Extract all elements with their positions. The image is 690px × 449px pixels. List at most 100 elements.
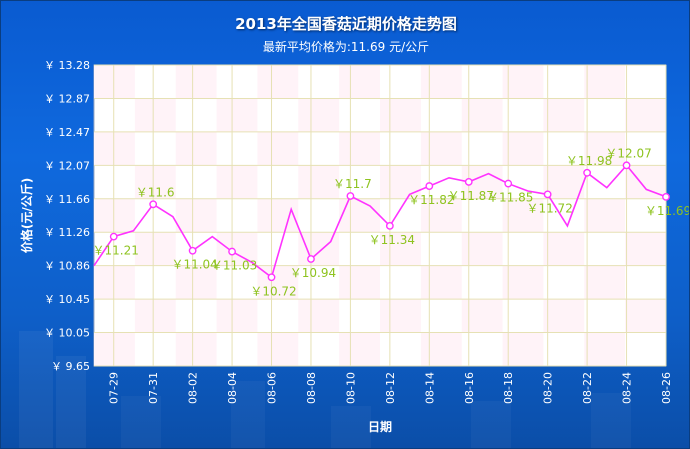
plot-cell	[461, 299, 503, 333]
data-label: ￥11.6	[136, 185, 175, 199]
plot-cell	[502, 131, 544, 166]
data-point	[109, 232, 118, 241]
x-tick-label: 08-16	[463, 372, 476, 404]
x-axis-title: 日期	[368, 419, 392, 434]
data-label: ￥11.72	[526, 201, 572, 215]
x-tick-label: 08-02	[187, 372, 200, 404]
data-point	[622, 161, 631, 170]
y-tick-label: ￥ 9.65	[51, 360, 90, 373]
plot-cell	[502, 198, 544, 233]
plot-cell	[625, 299, 666, 333]
y-tick-label: ￥ 12.07	[44, 159, 90, 172]
data-point	[464, 178, 473, 186]
data-point	[346, 192, 355, 200]
y-tick-label: ￥ 11.26	[44, 226, 90, 239]
x-tick-label: 08-14	[423, 372, 436, 404]
plot-cell	[420, 265, 462, 300]
y-tick-label: ￥ 11.66	[44, 193, 90, 206]
plot-cell	[134, 232, 176, 266]
data-label: ￥11.98	[566, 154, 612, 168]
plot-cell	[94, 65, 135, 99]
plot-cell	[543, 98, 585, 132]
data-point	[425, 182, 434, 190]
plot-cell	[339, 198, 380, 233]
plot-cell	[298, 165, 340, 199]
data-label: ￥12.07	[605, 146, 651, 160]
y-tick-label: ￥ 12.87	[44, 92, 90, 105]
plot-cell	[461, 232, 503, 266]
data-label: ￥11.04	[171, 258, 217, 272]
x-tick-label: 08-10	[344, 372, 357, 404]
plot-cell	[543, 232, 585, 266]
plot-cell	[339, 131, 380, 166]
plot-cell	[625, 232, 666, 266]
plot-cell	[94, 332, 135, 366]
y-axis-title: 价格(元/公斤)	[19, 178, 34, 253]
x-tick-label: 08-04	[226, 372, 239, 404]
data-point	[307, 255, 315, 263]
data-point	[543, 190, 552, 199]
plot-cell	[94, 198, 135, 233]
plot-cell	[216, 299, 258, 333]
y-tick-label: ￥ 10.45	[44, 293, 90, 306]
plot-cell	[584, 198, 626, 233]
chart-subtitle: 最新平均价格为:11.69 元/公斤	[262, 40, 430, 54]
plot-cell	[584, 65, 626, 99]
plot-cell	[94, 131, 135, 166]
plot-cell	[134, 299, 176, 333]
x-tick-label: 08-24	[621, 372, 634, 404]
data-point	[149, 200, 158, 209]
plot-cell	[257, 131, 299, 166]
plot-cell	[584, 131, 626, 166]
data-point	[385, 221, 394, 230]
plot-cell	[134, 165, 176, 199]
x-tick-label: 08-08	[305, 372, 318, 404]
y-tick-label: ￥ 12.47	[44, 126, 90, 139]
x-tick-label: 08-06	[266, 372, 279, 404]
plot-cell	[134, 98, 176, 132]
plot-cell	[420, 332, 462, 366]
plot-cell	[380, 299, 421, 333]
plot-cell	[502, 332, 544, 366]
plot-cell	[298, 299, 340, 333]
plot-cell	[339, 65, 380, 99]
plot-cell	[543, 299, 585, 333]
y-tick-label: ￥ 10.86	[44, 260, 90, 273]
data-label: ￥10.72	[250, 284, 296, 298]
plot-cell	[216, 98, 258, 132]
plot-cell	[175, 131, 217, 166]
data-point	[583, 168, 592, 177]
y-tick-label: ￥ 10.05	[44, 327, 90, 340]
x-tick-label: 07-29	[108, 372, 121, 404]
data-label: ￥11.03	[211, 259, 257, 273]
plot-cell	[584, 265, 626, 300]
data-point	[228, 247, 236, 256]
plot-cell	[339, 265, 380, 300]
data-label: ￥11.87	[448, 189, 494, 203]
data-point	[662, 192, 670, 201]
data-point	[188, 246, 197, 255]
plot-cell	[216, 165, 258, 199]
plot-cell	[420, 198, 462, 233]
plot-cell	[625, 98, 666, 132]
plot-cell	[380, 232, 421, 266]
plot-cell	[461, 98, 503, 132]
data-label: ￥11.82	[408, 193, 454, 207]
plot-cell	[257, 198, 299, 233]
data-point	[267, 273, 276, 282]
y-tick-label: ￥ 13.28	[44, 59, 90, 72]
chart-title: 2013年全国香菇近期价格走势图	[235, 15, 457, 33]
plot-cell	[298, 98, 340, 132]
plot-cell	[175, 332, 217, 366]
plot-cell	[257, 332, 299, 366]
plot-cell	[339, 332, 380, 366]
plot-cell	[502, 265, 544, 300]
plot-cell	[584, 332, 626, 366]
plot-cell	[380, 98, 421, 132]
data-label: ￥11.21	[93, 244, 139, 258]
data-label: ￥11.85	[487, 191, 533, 205]
plot-cell	[420, 131, 462, 166]
data-label: ￥10.94	[290, 266, 336, 280]
